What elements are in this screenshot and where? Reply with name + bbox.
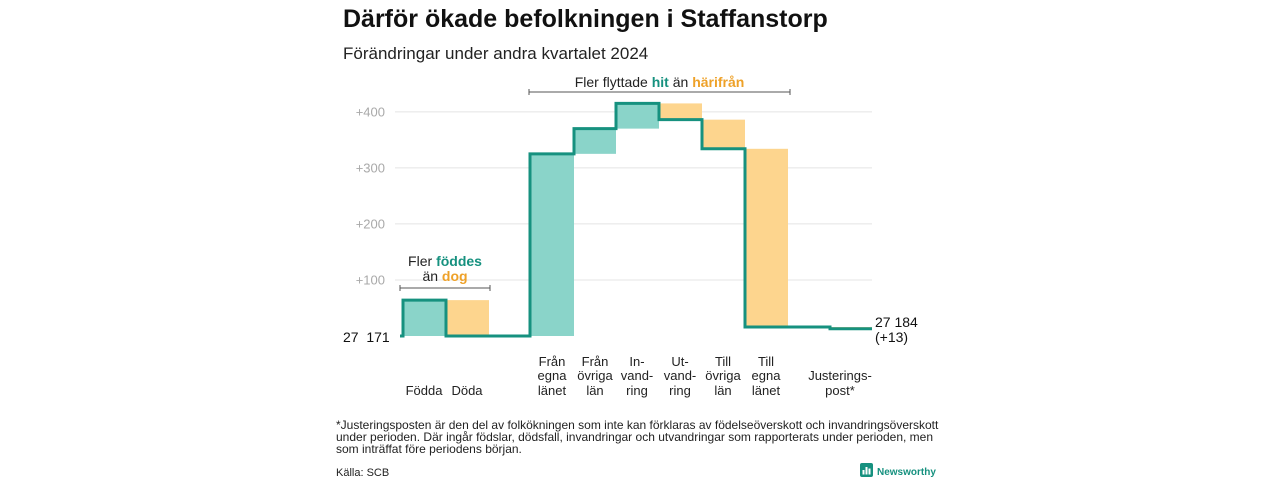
start-value-label: 27 171 — [343, 329, 390, 345]
x-label-line: län — [586, 382, 604, 398]
x-label-line: Från — [538, 353, 566, 369]
bar-till-egna-lanet — [745, 148, 788, 328]
x-label-line: övriga — [577, 368, 613, 383]
annotation-prefix: Fler flyttade — [574, 74, 648, 90]
annotation-increase-word: föddes — [436, 253, 482, 269]
annotation-line: än dog — [395, 269, 495, 284]
x-label-line: Till — [757, 353, 775, 369]
x-label-fodda: Födda — [379, 354, 469, 398]
x-label-invandring: In-vand-ring — [592, 354, 682, 398]
x-label-line: Från — [581, 353, 609, 369]
x-label-line: länet — [751, 382, 781, 398]
births-bracket — [399, 285, 491, 291]
x-label-line: Döda — [451, 382, 483, 398]
x-label-line: Ut- — [671, 353, 689, 369]
y-tick-label: +200 — [356, 216, 385, 231]
y-tick-label: +400 — [356, 104, 385, 119]
bar-fran-ovriga-lan — [574, 128, 616, 154]
x-label-line: ring — [626, 382, 648, 398]
x-label-line: ring — [669, 382, 691, 398]
bar-doda — [446, 300, 489, 336]
x-label-line: Till — [714, 353, 732, 369]
y-tick-label: +300 — [356, 160, 385, 175]
x-label-line: vand- — [620, 368, 654, 383]
x-label-line: övriga — [705, 368, 741, 383]
migration-bracket — [528, 89, 791, 95]
x-label-line: Justerings- — [808, 368, 872, 383]
end-value-label: 27 184 (+13) — [875, 315, 918, 345]
x-label-till-egna-lanet: Till egna länet — [721, 354, 811, 398]
x-label-justeringspost: Justerings-post* — [795, 354, 885, 398]
x-label-fran-egna-lanet: Från egna länet — [507, 354, 597, 398]
source-label: Källa: SCB — [336, 467, 390, 479]
footnote-line: som inträffat före periodens början. — [336, 442, 522, 456]
x-label-line: länet — [537, 382, 567, 398]
bar-fodda — [403, 300, 446, 336]
newsworthy-logo-icon — [860, 463, 873, 480]
births-annotation: Fler föddes än dog — [395, 254, 495, 284]
annotation-prefix: Fler — [408, 253, 433, 269]
annotation-line: Fler föddes — [395, 254, 495, 269]
newsworthy-logo: Newsworthy — [860, 463, 936, 480]
bar-utvandring — [659, 103, 702, 120]
x-label-line: egna — [537, 368, 567, 383]
bar-invandring — [616, 103, 659, 129]
bar-fran-egna-lanet — [530, 153, 574, 336]
chart-subtitle: Förändringar under andra kvartalet 2024 — [343, 44, 649, 63]
x-label-line: vand- — [663, 368, 697, 383]
footnote: *Justeringsposten är den del av folkökni… — [336, 419, 938, 455]
x-label-doda: Döda — [422, 354, 512, 398]
x-label-line: post* — [825, 382, 855, 398]
annotation-decrease-word: härifrån — [692, 74, 745, 90]
bar-till-ovriga-lan — [702, 119, 745, 149]
x-label-till-ovriga-lan: Till övriga län — [678, 354, 768, 398]
annotation-decrease-word: dog — [441, 268, 468, 284]
end-value: 27 184 — [875, 314, 918, 330]
footnote-line: *Justeringsposten är den del av folkökni… — [336, 418, 939, 432]
x-label-utvandring: Ut-vand-ring — [635, 354, 725, 398]
y-tick-label: +100 — [356, 272, 385, 287]
chart-title: Därför ökade befolkningen i Staffanstorp — [343, 5, 828, 33]
x-label-line: län — [714, 382, 732, 398]
bars — [403, 103, 872, 336]
migration-annotation: Fler flyttade hit än härifrån — [529, 75, 790, 90]
annotation-increase-word: hit — [651, 74, 669, 90]
annotation-connector: än — [422, 268, 439, 284]
x-label-line: In- — [629, 353, 645, 369]
end-change: (+13) — [875, 329, 909, 345]
footnote-line: under perioden. Där ingår födslar, dödsf… — [336, 430, 934, 444]
x-label-line: Födda — [405, 382, 443, 398]
x-label-fran-ovriga-lan: Från övriga län — [550, 354, 640, 398]
running-total-line — [400, 101, 872, 338]
logo-text: Newsworthy — [877, 466, 936, 478]
x-label-line: egna — [751, 368, 781, 383]
annotation-connector: än — [672, 74, 689, 90]
